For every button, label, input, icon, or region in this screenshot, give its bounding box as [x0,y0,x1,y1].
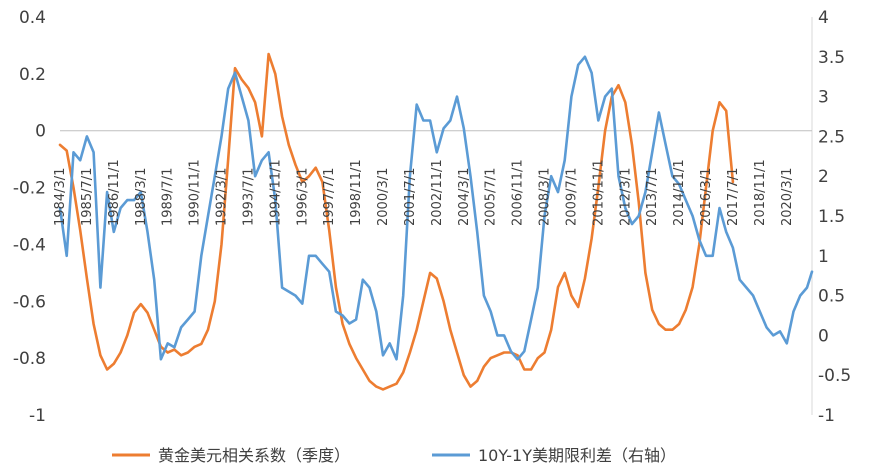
x-tick-label: 1992/3/1 [215,168,230,226]
left-y-tick-label: -1 [29,406,46,426]
x-tick-label: 1989/7/1 [161,168,176,226]
x-tick-label: 2013/7/1 [645,168,660,226]
x-tick-label: 2009/7/1 [564,168,579,226]
x-tick-label: 1997/7/1 [322,168,337,226]
x-tick-label: 2006/11/1 [511,159,526,226]
x-tick-label: 2016/3/1 [699,168,714,226]
x-tick-label: 2001/7/1 [403,168,418,226]
left-y-tick-label: -0.6 [13,292,46,312]
left-y-tick-label: -0.8 [13,349,46,369]
series-line-0 [58,52,735,391]
right-y-tick-label: 3 [818,88,829,108]
x-tick-label: 2010/11/1 [591,159,606,226]
x-tick-label: 1990/11/1 [188,159,203,226]
x-tick-label: 1994/11/1 [268,159,283,226]
right-y-axis: 4 3.5 3 2.5 2 1.5 1 0.5 0 -0.5 -1 [818,8,851,426]
series-line-1 [58,55,814,361]
x-tick-label: 2014/11/1 [672,159,687,226]
left-y-tick-label: 0.2 [19,65,46,85]
x-tick-label: 2017/7/1 [726,168,741,226]
right-y-tick-label: 1.5 [818,207,845,227]
left-y-tick-label: 0 [35,122,46,142]
right-y-tick-label: 0 [818,326,829,346]
x-tick-label: 1996/3/1 [295,168,310,226]
left-y-axis: 0.4 0.2 0 -0.2 -0.4 -0.6 -0.8 -1 [13,8,46,426]
x-tick-label: 2012/3/1 [618,168,633,226]
x-tick-label: 2005/7/1 [484,168,499,226]
x-tick-label: 2008/3/1 [538,168,553,226]
x-tick-label: 2002/11/1 [430,159,445,226]
left-y-tick-label: -0.4 [13,235,46,255]
legend-label: 10Y-1Y美期限利差（右轴） [478,446,676,465]
x-tick-label: 2020/3/1 [780,168,795,226]
right-y-tick-label: 3.5 [818,48,845,68]
right-y-tick-label: 4 [818,8,829,28]
legend-label: 黄金美元相关系数（季度） [158,446,350,465]
x-tick-label: 1986/11/1 [107,159,122,226]
x-tick-label: 1998/11/1 [349,159,364,226]
legend: 黄金美元相关系数（季度） 10Y-1Y美期限利差（右轴） [112,446,676,465]
right-y-tick-label: 0.5 [818,287,845,307]
x-tick-label: 2000/3/1 [376,168,391,226]
x-tick-label: 2004/3/1 [457,168,472,226]
x-tick-label: 2018/11/1 [753,159,768,226]
right-y-tick-label: -0.5 [818,366,851,386]
x-tick-label: 1993/7/1 [241,168,256,226]
left-y-tick-label: 0.4 [19,8,46,28]
x-axis-tick-labels: 1984/3/1 1985/7/1 1986/11/1 1988/3/1 1989/7/… [53,159,795,226]
series-lines [58,52,814,391]
x-tick-label: 1988/3/1 [134,168,149,226]
right-y-tick-label: 1 [818,247,829,267]
left-y-tick-label: -0.2 [13,179,46,199]
right-y-tick-label: 2.5 [818,127,845,147]
x-tick-label: 1984/3/1 [53,168,68,226]
right-y-tick-label: 2 [818,167,829,187]
x-tick-label: 1985/7/1 [80,168,95,226]
right-y-tick-label: -1 [818,406,835,426]
